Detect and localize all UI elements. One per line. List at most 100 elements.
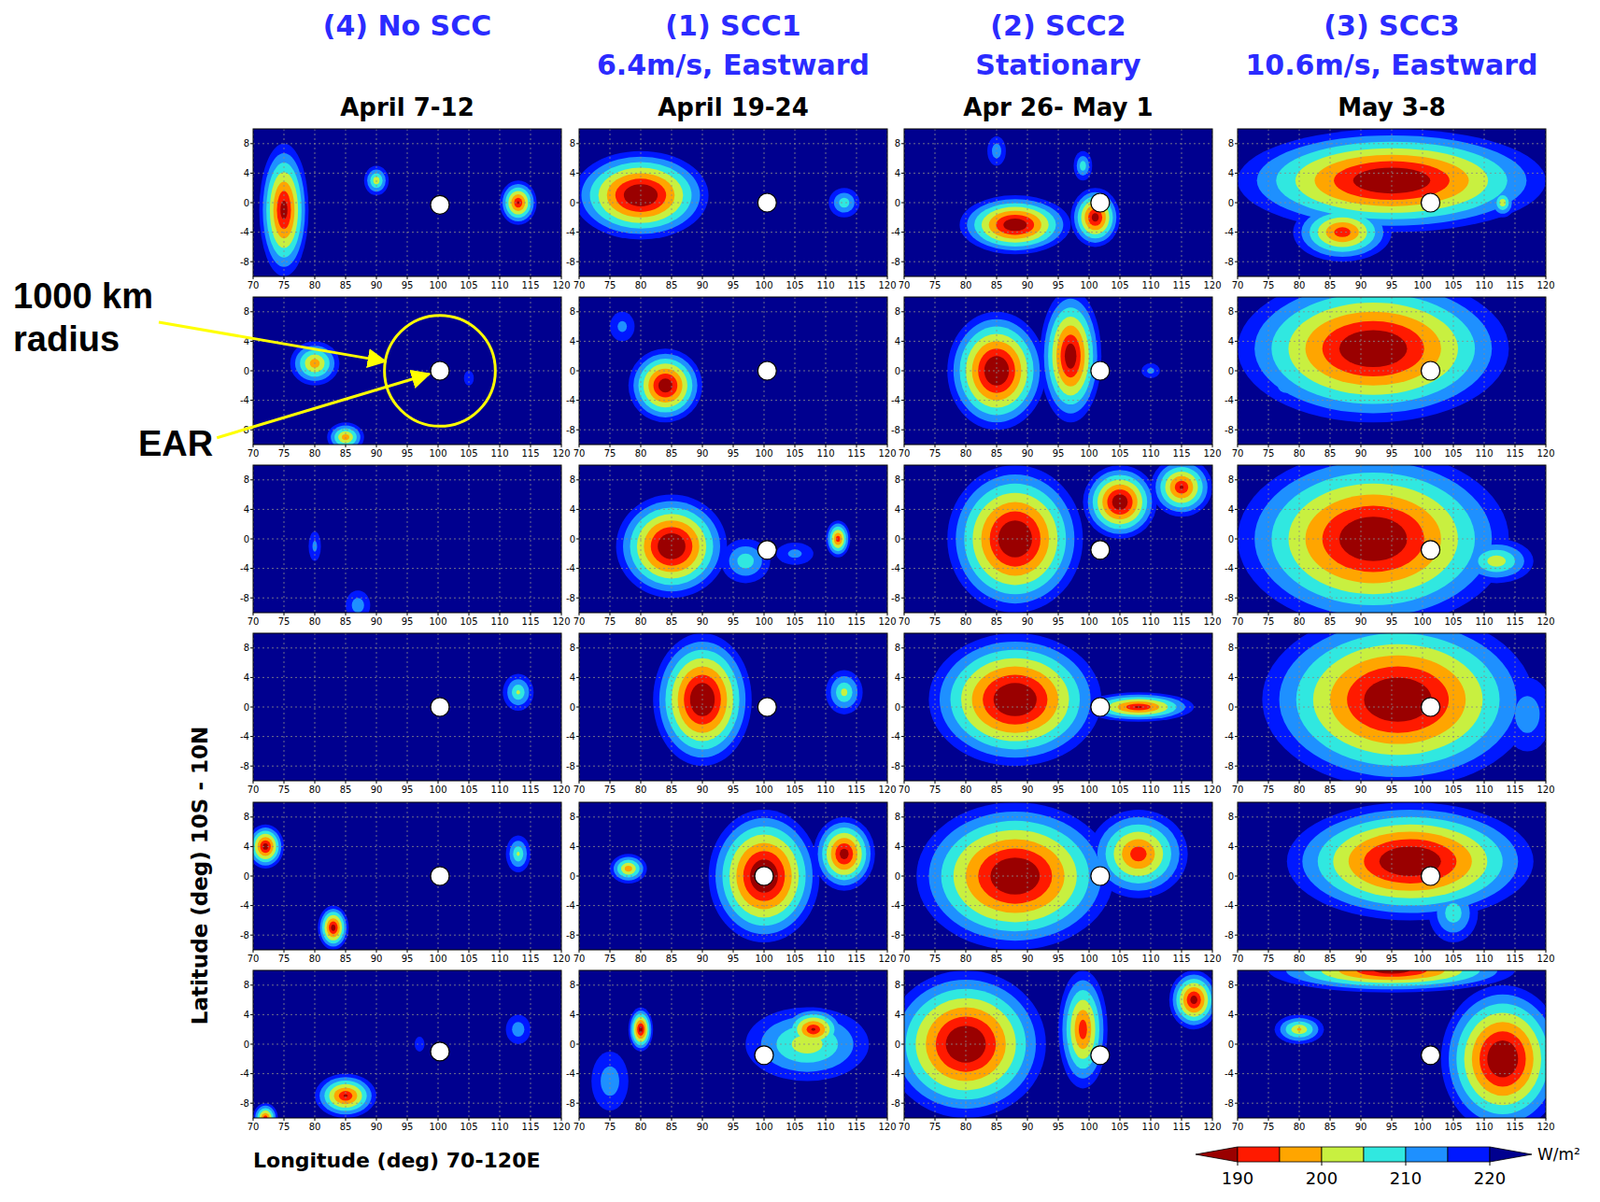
grid-line — [283, 128, 285, 277]
tick — [438, 1118, 439, 1121]
tick — [1391, 612, 1393, 616]
colorbar-tick — [1405, 1161, 1407, 1166]
tick — [376, 444, 378, 448]
tick — [901, 1073, 905, 1075]
x-tick-label: 105 — [459, 448, 478, 459]
tick — [733, 612, 735, 616]
grid-line — [904, 172, 1213, 174]
column-title: (1) SCC1 — [665, 9, 801, 43]
tick — [1234, 1073, 1238, 1075]
tick — [901, 538, 905, 540]
tick — [1027, 276, 1029, 280]
tick — [901, 1103, 905, 1105]
y-tick-label: -4 — [566, 900, 576, 911]
y-tick-label: 4 — [569, 672, 576, 683]
olr-contour — [801, 1020, 825, 1038]
grid-line — [253, 231, 562, 233]
ear-site — [430, 866, 450, 886]
background — [579, 970, 888, 1119]
panel-frame — [904, 297, 1213, 445]
tick — [934, 1118, 936, 1121]
tick — [250, 647, 254, 649]
olr-contour — [1448, 994, 1546, 1119]
tick — [1181, 780, 1183, 784]
tick — [576, 261, 580, 263]
tick — [1234, 538, 1238, 540]
x-tick-label: 85 — [339, 280, 353, 291]
tick — [901, 1044, 905, 1046]
grid-line — [1330, 297, 1331, 445]
ear-arrow — [216, 373, 429, 438]
tick — [1453, 276, 1455, 280]
background — [579, 633, 888, 781]
x-tick-label: 115 — [521, 280, 539, 291]
tick — [576, 202, 580, 204]
grid-line — [1150, 297, 1152, 445]
y-tick-label: 8 — [243, 474, 250, 485]
grid-line — [253, 846, 562, 848]
x-tick-label: 70 — [898, 1121, 911, 1133]
y-tick-label: -4 — [1224, 1068, 1234, 1079]
tick — [1484, 780, 1486, 784]
tick — [283, 780, 285, 784]
x-tick-label: 75 — [604, 1121, 617, 1133]
olr-contour — [981, 502, 1050, 577]
x-tick-label: 90 — [1355, 953, 1368, 964]
x-tick-label: 100 — [428, 784, 447, 795]
grid-line — [671, 128, 673, 277]
panel-frame — [1237, 802, 1546, 950]
grid-line — [904, 647, 1213, 649]
tick — [856, 949, 858, 953]
grid-line — [253, 765, 562, 767]
ear-label: EAR — [138, 424, 213, 464]
ear-site — [1421, 361, 1441, 381]
y-tick-label: 8 — [894, 306, 901, 317]
y-tick-label: 0 — [894, 871, 901, 882]
grid-line — [579, 142, 888, 144]
grid-line — [1237, 172, 1546, 174]
grid-line — [579, 1103, 888, 1105]
panel-frame — [253, 633, 562, 781]
ear-site — [1090, 866, 1110, 886]
tick — [1150, 780, 1152, 784]
olr-contour — [1363, 839, 1457, 884]
x-tick-label: 105 — [459, 784, 478, 795]
olr-contour — [621, 863, 637, 876]
tick — [407, 444, 409, 448]
x-tick-label: 110 — [816, 448, 835, 459]
x-tick-label: 90 — [1355, 280, 1368, 291]
tick — [376, 949, 378, 953]
x-tick-label: 85 — [339, 616, 353, 627]
olr-contour — [653, 373, 679, 398]
olr-contour — [1363, 677, 1432, 722]
y-tick-label: 4 — [569, 841, 576, 852]
y-tick-label: -4 — [891, 731, 901, 742]
y-tick-label: 4 — [243, 504, 250, 515]
y-tick-label: -4 — [891, 226, 901, 238]
grid-line — [934, 465, 936, 613]
tick — [965, 444, 967, 448]
x-tick-label: 110 — [1474, 448, 1493, 459]
olr-contour — [1486, 1040, 1518, 1078]
x-tick-label: 70 — [247, 616, 260, 627]
olr-contour — [254, 1105, 276, 1119]
grid-line — [904, 142, 1213, 144]
tick — [1299, 612, 1301, 616]
y-tick-label: 0 — [894, 534, 901, 545]
olr-contour — [1121, 839, 1155, 870]
grid-line — [345, 802, 347, 950]
grid-line — [1089, 465, 1091, 613]
olr-contour — [256, 1107, 274, 1119]
tick — [965, 276, 967, 280]
tick — [1237, 276, 1239, 280]
tick — [250, 142, 254, 144]
tick — [640, 444, 642, 448]
tick — [1299, 276, 1301, 280]
tick — [609, 276, 611, 280]
tick — [468, 949, 470, 953]
tick — [1422, 780, 1424, 784]
grid-line — [253, 934, 562, 936]
x-tick-label: 110 — [490, 448, 509, 459]
olr-contour — [1052, 316, 1090, 397]
colorbar-tick-label: 210 — [1389, 1168, 1422, 1189]
